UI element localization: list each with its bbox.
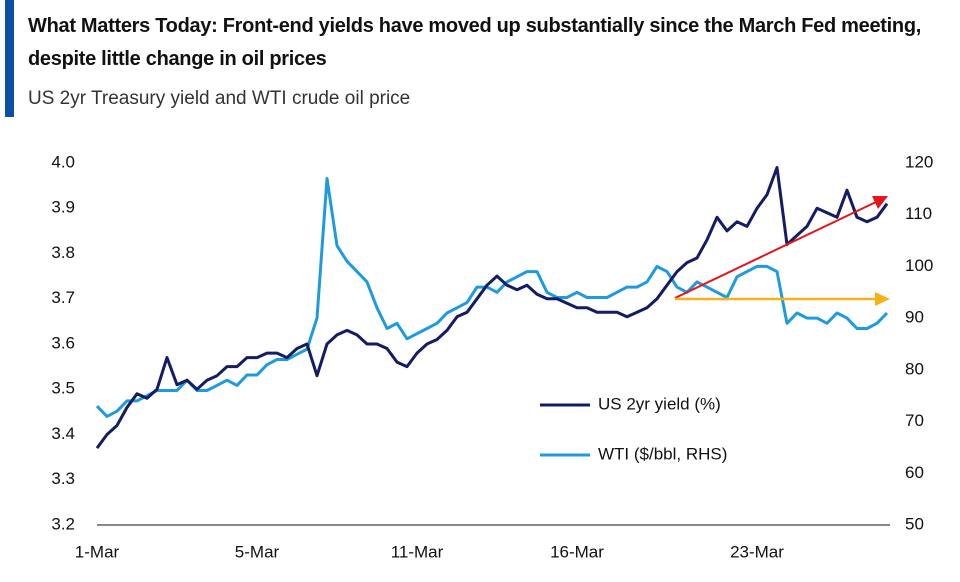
- y-tick-label: 3.5: [51, 379, 75, 398]
- x-tick-label: 23-Mar: [730, 542, 784, 561]
- x-tick-label: 11-Mar: [391, 542, 444, 561]
- annotations: [674, 196, 890, 306]
- y2-tick-label: 110: [905, 204, 932, 223]
- accent-bar: [5, 0, 14, 117]
- x-tick-label: 16-Mar: [550, 542, 604, 561]
- chart-title: What Matters Today: Front-end yields hav…: [28, 15, 922, 70]
- plot: [95, 166, 889, 449]
- x-tick-label: 1-Mar: [75, 542, 120, 561]
- y-tick-label: 3.8: [51, 243, 75, 262]
- y-tick-label: 3.3: [51, 469, 75, 488]
- y-tick-label: 3.4: [51, 424, 75, 443]
- y2-tick-label: 70: [905, 411, 924, 430]
- series-line: [95, 177, 889, 418]
- y-tick-label: 4.0: [51, 152, 75, 171]
- chart-subtitle: US 2yr Treasury yield and WTI crude oil …: [28, 88, 411, 109]
- y-tick-label: 3.6: [51, 333, 75, 352]
- legend-label: US 2yr yield (%): [598, 394, 721, 413]
- y-tick-label: 3.9: [51, 198, 75, 217]
- y2-tick-label: 100: [905, 256, 933, 275]
- arrow-head-red: [872, 196, 888, 209]
- y2-tick-label: 80: [905, 359, 924, 378]
- legend-label: WTI ($/bbl, RHS): [598, 444, 727, 463]
- y2-tick-label: 50: [905, 514, 924, 533]
- y2-tick-label: 120: [905, 152, 933, 171]
- arrow-head-yellow: [875, 292, 890, 306]
- arrow-red: [674, 201, 877, 299]
- y2-tick-label: 60: [905, 463, 924, 482]
- y-tick-label: 3.2: [51, 514, 75, 533]
- header: What Matters Today: Front-end yields hav…: [0, 0, 960, 118]
- x-tick-label: 5-Mar: [235, 542, 280, 561]
- y2-tick-label: 90: [905, 308, 924, 327]
- y-tick-label: 3.7: [51, 288, 75, 307]
- series-line: [95, 166, 889, 449]
